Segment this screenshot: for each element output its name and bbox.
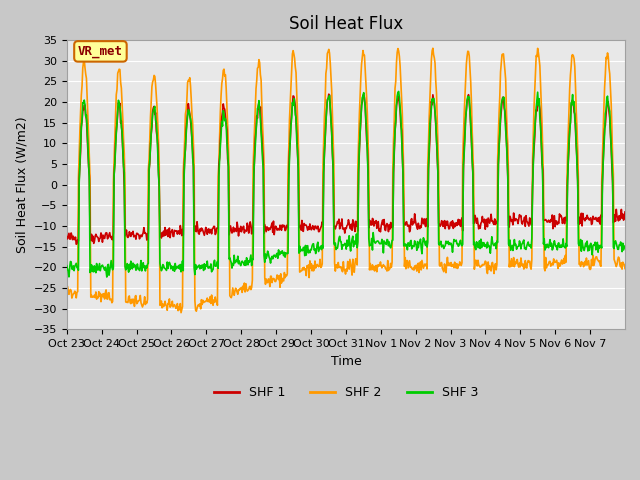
Line: SHF 3: SHF 3 bbox=[67, 91, 625, 277]
SHF 3 bbox=[63, 263, 70, 269]
SHF 1 bbox=[325, 91, 333, 97]
SHF 1 bbox=[280, 223, 288, 228]
SHF 1 bbox=[436, 223, 444, 229]
SHF 2 bbox=[280, 270, 288, 276]
SHF 3 bbox=[103, 274, 111, 280]
SHF 1 bbox=[405, 222, 413, 228]
SHF 2 bbox=[429, 46, 436, 51]
SHF 3 bbox=[129, 260, 137, 266]
SHF 1 bbox=[129, 228, 137, 234]
Legend: SHF 1, SHF 2, SHF 3: SHF 1, SHF 2, SHF 3 bbox=[209, 381, 483, 404]
SHF 3 bbox=[621, 243, 629, 249]
Title: Soil Heat Flux: Soil Heat Flux bbox=[289, 15, 403, 33]
X-axis label: Time: Time bbox=[330, 355, 361, 368]
Line: SHF 1: SHF 1 bbox=[67, 94, 625, 244]
SHF 3 bbox=[232, 259, 239, 264]
SHF 2 bbox=[436, 264, 444, 269]
Line: SHF 2: SHF 2 bbox=[67, 48, 625, 312]
Text: VR_met: VR_met bbox=[78, 45, 123, 58]
SHF 1 bbox=[621, 209, 629, 215]
Y-axis label: Soil Heat Flux (W/m2): Soil Heat Flux (W/m2) bbox=[15, 117, 28, 253]
SHF 2 bbox=[129, 300, 136, 306]
SHF 3 bbox=[405, 240, 413, 246]
SHF 3 bbox=[395, 88, 403, 94]
SHF 3 bbox=[436, 240, 444, 246]
SHF 2 bbox=[177, 310, 185, 315]
SHF 2 bbox=[232, 286, 239, 291]
SHF 1 bbox=[72, 241, 80, 247]
SHF 1 bbox=[259, 162, 267, 168]
SHF 3 bbox=[259, 167, 267, 172]
SHF 2 bbox=[63, 291, 70, 297]
SHF 3 bbox=[280, 250, 288, 255]
SHF 1 bbox=[232, 226, 239, 232]
SHF 2 bbox=[404, 265, 412, 271]
SHF 1 bbox=[63, 234, 70, 240]
SHF 2 bbox=[621, 265, 629, 271]
SHF 2 bbox=[259, 138, 267, 144]
